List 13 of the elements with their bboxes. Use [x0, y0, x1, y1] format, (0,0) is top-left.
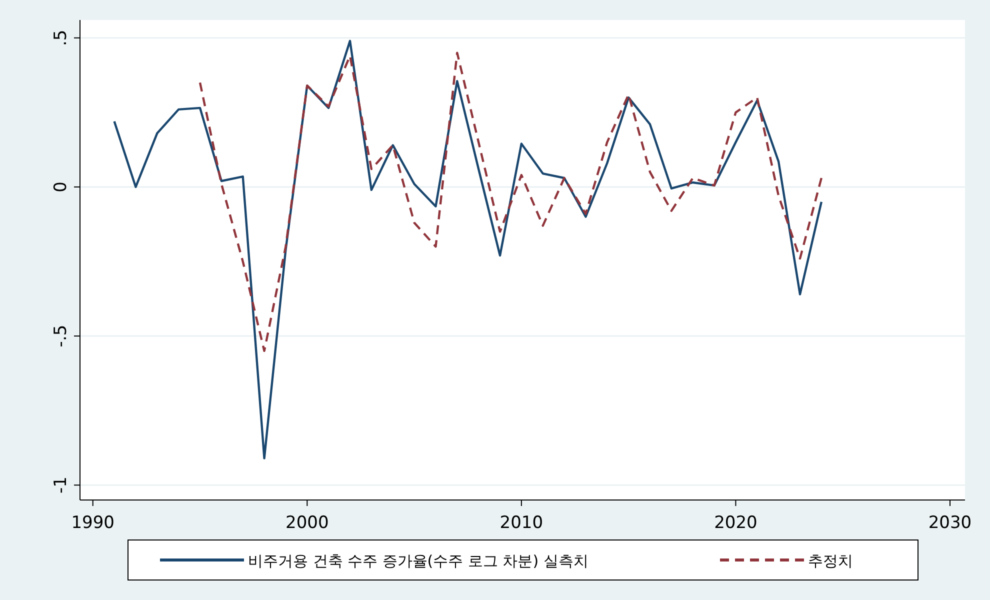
x-tick-label: 2010: [500, 513, 544, 533]
x-tick-label: 2030: [928, 513, 972, 533]
x-tick-label: 2000: [286, 513, 329, 533]
y-tick-label: .5: [51, 30, 71, 46]
line-series: [198, 52, 823, 352]
x-tick-label: 1990: [71, 513, 114, 533]
y-tick-label: -1: [51, 476, 71, 494]
legend-label: 비주거용 건축 수주 증가율(수주 로그 차분) 실측치: [248, 552, 588, 570]
line-series: [113, 40, 823, 460]
legend-label: 추정치: [808, 552, 853, 570]
y-tick-label: -.5: [51, 324, 71, 348]
x-tick-label: 2020: [714, 513, 758, 533]
y-tick-label: 0: [51, 182, 71, 192]
